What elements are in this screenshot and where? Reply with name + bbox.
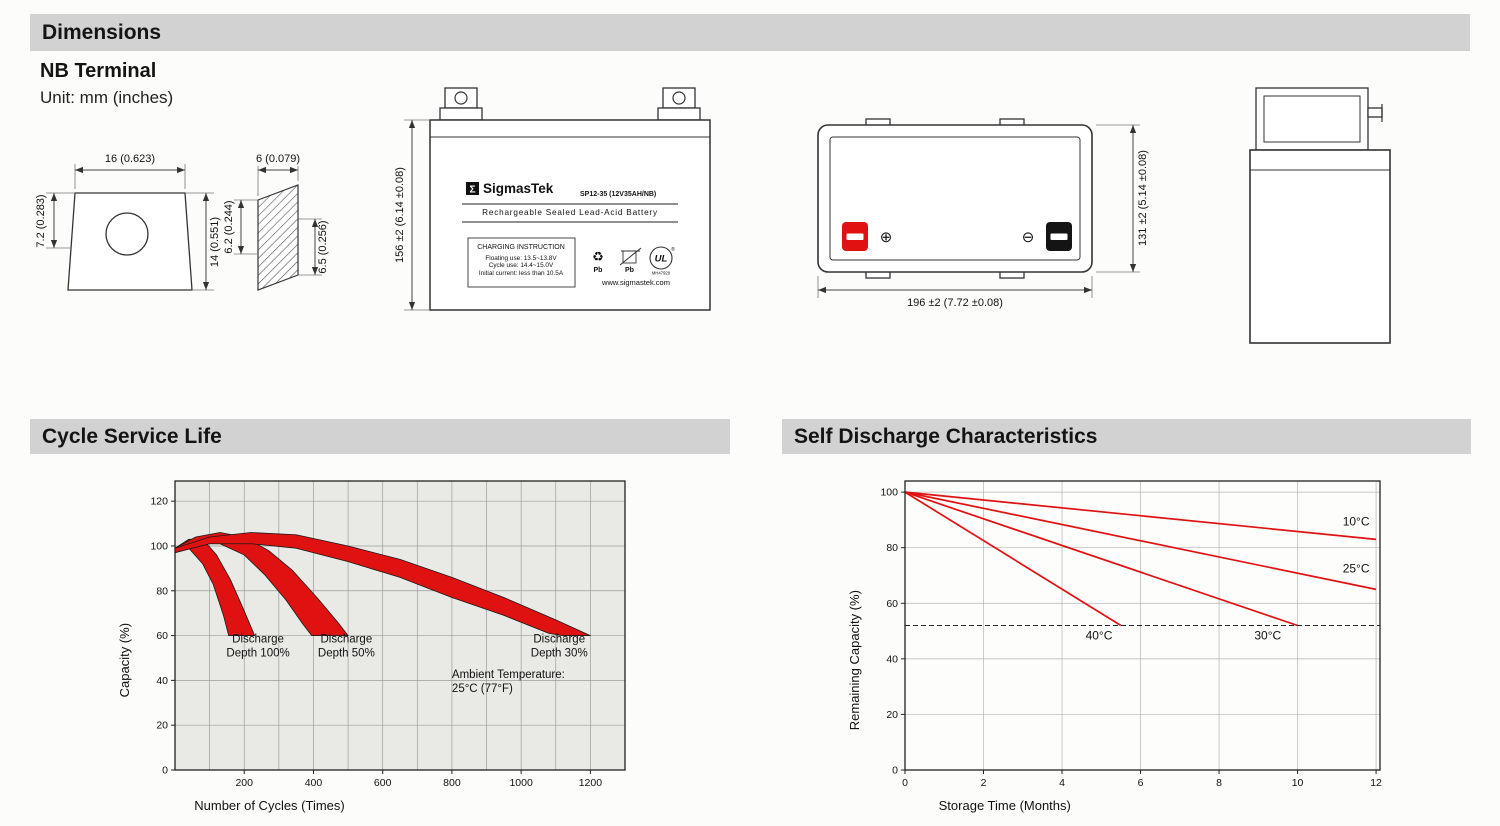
svg-text:0: 0 bbox=[162, 765, 168, 777]
svg-text:Ambient Temperature:: Ambient Temperature: bbox=[452, 669, 565, 681]
svg-text:10: 10 bbox=[1292, 777, 1304, 789]
svg-text:100: 100 bbox=[150, 540, 168, 552]
unit-label: Unit: mm (inches) bbox=[40, 88, 174, 107]
negative-polarity-symbol: ⊖ bbox=[1022, 229, 1035, 246]
svg-text:400: 400 bbox=[305, 777, 323, 789]
svg-text:1000: 1000 bbox=[509, 777, 533, 789]
positive-polarity-symbol: ⊕ bbox=[880, 229, 893, 246]
svg-text:10°C: 10°C bbox=[1343, 514, 1370, 528]
terminal-front-view: 16 (0.623) 7.2 (0.283) 14 (0.551) bbox=[35, 153, 221, 291]
sigma-logo-glyph: Σ bbox=[469, 185, 475, 196]
battery-front-view: Σ SigmasTek SP12-35 (12V35AH/NB) Recharg… bbox=[394, 87, 711, 311]
svg-text:20: 20 bbox=[886, 709, 898, 721]
svg-text:Depth 50%: Depth 50% bbox=[318, 647, 375, 659]
ul-registered-mark: ® bbox=[671, 246, 675, 253]
svg-text:Discharge: Discharge bbox=[533, 633, 585, 645]
svg-text:30°C: 30°C bbox=[1254, 628, 1281, 642]
battery-label: Σ SigmasTek SP12-35 (12V35AH/NB) Recharg… bbox=[462, 181, 678, 288]
svg-text:Storage Time (Months): Storage Time (Months) bbox=[939, 798, 1071, 813]
crossed-bin-icon bbox=[619, 247, 642, 266]
svg-text:8: 8 bbox=[1216, 777, 1222, 789]
svg-text:200: 200 bbox=[235, 777, 253, 789]
battery-depth-dim: 131 ±2 (5.14 ±0.08) bbox=[1137, 150, 1149, 246]
terminal-side-width-dim: 6 (0.079) bbox=[256, 153, 300, 165]
svg-text:Discharge: Discharge bbox=[232, 633, 284, 645]
battery-top-view: ⊕ ⊖ 196 ±2 (7.72 ±0.08) 131 ±2 (5.14 ±0.… bbox=[817, 118, 1149, 309]
battery-width-dim: 196 ±2 (7.72 ±0.08) bbox=[907, 297, 1003, 309]
terminal-side-right-height-dim: 6.5 (0.256) bbox=[317, 220, 329, 273]
svg-text:40: 40 bbox=[886, 653, 898, 665]
svg-text:40°C: 40°C bbox=[1086, 628, 1113, 642]
charging-line-1: Floating use: 13.5~13.8V bbox=[485, 255, 557, 262]
sigma-logo-icon bbox=[466, 182, 479, 195]
nb-terminal-title: NB Terminal bbox=[40, 60, 157, 82]
svg-text:800: 800 bbox=[443, 777, 461, 789]
svg-text:Discharge: Discharge bbox=[320, 633, 372, 645]
svg-text:40: 40 bbox=[156, 675, 168, 687]
cycle-service-life-chart: 200 400 600 800 1000 1200 0 20 40 60 80 100 120 Disch… bbox=[117, 480, 626, 813]
ul-code: MH47929 bbox=[652, 271, 671, 276]
website-text: www.sigmastek.com bbox=[601, 278, 670, 287]
svg-text:120: 120 bbox=[150, 496, 168, 508]
svg-text:80: 80 bbox=[156, 585, 168, 597]
svg-text:12: 12 bbox=[1370, 777, 1382, 789]
svg-text:4: 4 bbox=[1059, 777, 1065, 789]
terminal-front-total-height-dim: 14 (0.551) bbox=[209, 217, 221, 267]
svg-text:2: 2 bbox=[981, 777, 987, 789]
cycle-service-life-title: Cycle Service Life bbox=[42, 424, 222, 448]
svg-text:80: 80 bbox=[886, 542, 898, 554]
ul-mark-icon: UL ® MH47929 bbox=[649, 246, 675, 276]
charging-line-3: Initial current: less than 10.5A bbox=[479, 270, 564, 277]
dimensions-section-title: Dimensions bbox=[42, 20, 162, 44]
charging-instruction-title: CHARGING INSTRUCTION bbox=[477, 244, 565, 251]
svg-text:Depth 30%: Depth 30% bbox=[531, 647, 588, 659]
brand-name: SigmasTek bbox=[483, 181, 554, 196]
model-number: SP12-35 (12V35AH/NB) bbox=[580, 191, 656, 198]
svg-text:25°C (77°F): 25°C (77°F) bbox=[452, 683, 513, 695]
self-discharge-title: Self Discharge Characteristics bbox=[794, 424, 1098, 448]
svg-text:100: 100 bbox=[880, 487, 898, 499]
cycle-service-life-header: Cycle Service Life bbox=[30, 419, 730, 454]
battery-type-subtitle: Rechargeable Sealed Lead-Acid Battery bbox=[482, 208, 658, 217]
svg-text:600: 600 bbox=[374, 777, 392, 789]
svg-text:20: 20 bbox=[156, 720, 168, 732]
svg-text:Remaining Capacity (%): Remaining Capacity (%) bbox=[847, 590, 862, 730]
terminal-side-view: 6 (0.079) 6.2 (0.244) 6.5 (0.256) bbox=[223, 153, 329, 291]
svg-text:1200: 1200 bbox=[579, 777, 603, 789]
terminal-front-width-dim: 16 (0.623) bbox=[105, 153, 155, 165]
svg-text:60: 60 bbox=[886, 598, 898, 610]
svg-text:0: 0 bbox=[892, 765, 898, 777]
terminal-front-upper-height-dim: 7.2 (0.283) bbox=[35, 194, 47, 247]
terminal-side-left-height-dim: 6.2 (0.244) bbox=[223, 200, 235, 253]
svg-text:Number of Cycles (Times): Number of Cycles (Times) bbox=[194, 798, 344, 813]
recycle-icon: ♻ bbox=[592, 249, 604, 264]
svg-text:Depth 100%: Depth 100% bbox=[226, 647, 289, 659]
pb-label-1: Pb bbox=[594, 267, 603, 274]
battery-height-dim: 156 ±2 (6.14 ±0.08) bbox=[394, 167, 406, 263]
dimension-drawings: 16 (0.623) 7.2 (0.283) 14 (0.551) 6 (0.0… bbox=[35, 87, 1391, 344]
battery-side-view bbox=[1249, 87, 1391, 344]
svg-text:Capacity (%): Capacity (%) bbox=[117, 623, 132, 697]
pb-label-2: Pb bbox=[625, 267, 634, 274]
svg-text:60: 60 bbox=[156, 630, 168, 642]
self-discharge-header: Self Discharge Characteristics bbox=[782, 419, 1471, 454]
svg-text:0: 0 bbox=[902, 777, 908, 789]
charging-line-2: Cycle use: 14.4~15.0V bbox=[489, 262, 554, 269]
svg-text:6: 6 bbox=[1138, 777, 1144, 789]
dimensions-section-header: Dimensions bbox=[30, 14, 1470, 51]
self-discharge-chart: 0 2 4 6 8 10 12 0 20 40 60 80 100 10°C 25°C 30°C 40°C Sto… bbox=[847, 480, 1382, 813]
svg-text:UL: UL bbox=[655, 254, 668, 265]
svg-text:25°C: 25°C bbox=[1343, 562, 1370, 576]
